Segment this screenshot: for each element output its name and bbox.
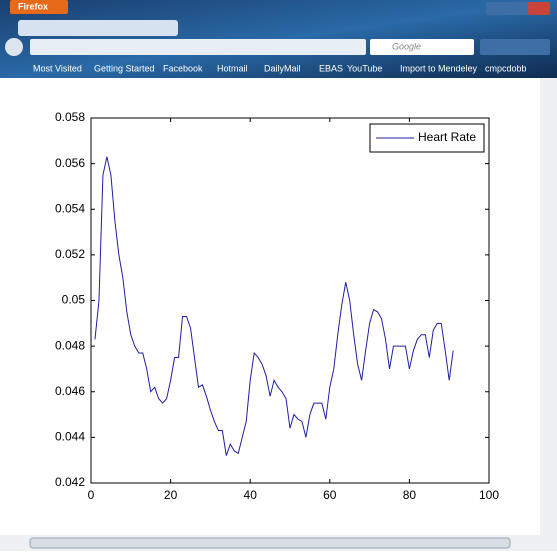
y-tick-label: 0.048 — [55, 338, 85, 352]
y-tick-label: 0.046 — [55, 384, 85, 398]
bookmark[interactable]: Facebook — [163, 63, 203, 73]
address-bar[interactable] — [30, 39, 366, 55]
x-tick-label: 40 — [244, 488, 258, 502]
bookmark[interactable]: Import to Mendeley — [400, 63, 478, 73]
x-tick-label: 0 — [88, 488, 95, 502]
toolbar-buttons[interactable] — [480, 39, 550, 55]
x-tick-label: 20 — [164, 488, 178, 502]
vertical-scrollbar[interactable] — [540, 78, 557, 551]
bookmarks-bar: Most Visited Getting Started Facebook Ho… — [33, 63, 527, 73]
app-button-label: Firefox — [18, 1, 48, 11]
bookmark[interactable]: Most Visited — [33, 63, 82, 73]
browser-window: Firefox Google Most Visited Getting Star… — [0, 0, 557, 551]
y-tick-label: 0.054 — [55, 201, 85, 215]
close-button[interactable] — [528, 2, 550, 15]
y-tick-label: 0.052 — [55, 247, 85, 261]
y-tick-label: 0.044 — [55, 430, 85, 444]
y-tick-label: 0.056 — [55, 156, 85, 170]
x-tick-label: 80 — [403, 488, 417, 502]
bookmark[interactable]: EBAS — [319, 63, 343, 73]
y-tick-label: 0.05 — [62, 293, 86, 307]
search-placeholder: Google — [392, 41, 421, 51]
x-tick-label: 100 — [479, 488, 499, 502]
back-button[interactable] — [5, 38, 23, 56]
bookmark[interactable]: YouTube — [347, 63, 382, 73]
bookmark[interactable]: DailyMail — [264, 63, 301, 73]
tab[interactable] — [18, 20, 178, 36]
search-box[interactable] — [370, 39, 474, 55]
legend-label: Heart Rate — [418, 130, 476, 144]
y-tick-label: 0.042 — [55, 475, 85, 489]
bookmark[interactable]: Getting Started — [94, 63, 155, 73]
bookmark[interactable]: Hotmail — [217, 63, 248, 73]
x-tick-label: 60 — [323, 488, 337, 502]
bookmark[interactable]: cmpcdobb — [485, 63, 527, 73]
y-tick-label: 0.058 — [55, 110, 85, 124]
scroll-thumb[interactable] — [30, 538, 510, 548]
